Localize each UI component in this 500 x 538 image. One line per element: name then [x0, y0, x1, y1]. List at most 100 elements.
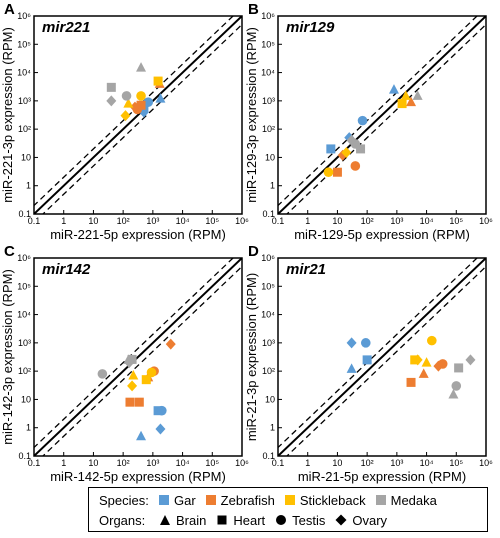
medaka-swatch — [375, 495, 386, 505]
panel-title: mir142 — [42, 261, 91, 278]
y-tick-label: 0.1 — [262, 451, 275, 461]
y-axis-label: miR-129-3p expression (RPM) — [244, 27, 259, 203]
data-point-gar-brain — [136, 430, 147, 441]
y-tick-label: 10 — [265, 394, 275, 404]
data-point-gar-testis — [143, 97, 154, 107]
x-tick-label: 10³ — [390, 458, 403, 468]
y-tick-label: 10⁶ — [17, 253, 31, 263]
y-tick-label: 10⁴ — [17, 310, 31, 320]
y-tick-label: 10³ — [18, 338, 31, 348]
y-tick-label: 10⁵ — [261, 39, 275, 49]
data-point-gar-ovary — [155, 423, 166, 435]
panel-letter: D — [248, 243, 259, 260]
panel-C: 0.10.1 1 1 10 10 10² 10² 10³ 10³ 10⁴ 10⁴ 10⁵ 10⁵ 10⁶ 1… — [0, 243, 249, 484]
data-point-gar-ovary — [346, 337, 357, 349]
y-tick-label: 1 — [270, 423, 275, 433]
legend-item-heart: Heart — [216, 513, 265, 528]
data-point-zebrafish-ovary — [129, 101, 140, 113]
legend-label-zebrafish: Zebrafish — [220, 492, 275, 508]
fold-change-line — [286, 23, 486, 214]
y-tick-label: 1 — [270, 181, 275, 191]
y-tick-label: 0.1 — [262, 209, 275, 219]
x-tick-label: 0.1 — [28, 216, 41, 226]
legend-item-gar: Gar — [159, 493, 196, 508]
y-tick-label: 0.1 — [18, 451, 31, 461]
x-tick-label: 10³ — [146, 458, 159, 468]
legend-label-medaka: Medaka — [390, 492, 437, 508]
x-tick-label: 10⁶ — [235, 458, 249, 468]
square-icon — [217, 515, 227, 525]
fold-change-line — [34, 258, 234, 449]
legend-item-ovary: Ovary — [335, 513, 387, 528]
y-tick-label: 1 — [26, 423, 31, 433]
x-tick-label: 10⁴ — [176, 216, 190, 226]
legend-label-heart: Heart — [233, 512, 266, 528]
fold-change-line — [42, 23, 242, 214]
x-axis-label: miR-129-5p expression (RPM) — [294, 227, 470, 242]
data-point-gar-testis — [360, 338, 371, 348]
y-tick-label: 0.1 — [18, 209, 31, 219]
data-point-medaka-ovary — [346, 134, 357, 146]
legend-label-stickleback: Stickleback — [299, 492, 366, 508]
y-tick-label: 10⁶ — [17, 11, 31, 21]
circle-icon — [276, 515, 287, 525]
x-tick-label: 10⁴ — [176, 458, 190, 468]
stickleback-swatch — [284, 495, 295, 505]
data-point-medaka-brain — [448, 388, 459, 399]
data-point-stickleback-testis — [136, 91, 146, 101]
x-tick-label: 10⁶ — [479, 458, 493, 468]
legend-organs-title: Organs: — [99, 512, 146, 528]
panel-title: mir21 — [286, 261, 326, 278]
x-tick-label: 10⁶ — [479, 216, 493, 226]
panel-title: mir221 — [42, 19, 90, 36]
identity-line — [34, 16, 242, 214]
legend-item-brain: Brain — [159, 513, 206, 528]
x-tick-label: 10 — [88, 216, 98, 226]
y-tick-label: 10⁵ — [261, 281, 275, 291]
triangle-icon — [160, 515, 170, 525]
x-tick-label: 10³ — [146, 216, 159, 226]
data-point-zebrafish-heart — [136, 100, 146, 110]
y-tick-label: 10² — [18, 124, 31, 134]
data-point-stickleback-heart — [397, 99, 407, 109]
x-axis-label: miR-142-5p expression (RPM) — [50, 469, 226, 484]
x-tick-label: 10² — [117, 458, 130, 468]
legend-item-stickleback: Stickleback — [284, 492, 366, 508]
y-axis-label: miR-21-3p expression (RPM) — [244, 273, 259, 441]
data-point-medaka-testis — [121, 91, 132, 101]
legend-label-gar: Gar — [174, 492, 196, 508]
y-axis-label: miR-221-3p expression (RPM) — [0, 27, 15, 203]
x-tick-label: 10⁶ — [235, 216, 249, 226]
data-point-zebrafish-brain — [406, 96, 417, 107]
data-point-stickleback-brain — [421, 357, 432, 367]
y-tick-label: 10² — [18, 366, 31, 376]
y-tick-label: 10⁶ — [261, 11, 275, 21]
y-tick-label: 10⁴ — [17, 68, 31, 78]
panel-letter: A — [4, 1, 15, 18]
x-tick-label: 10⁵ — [449, 216, 463, 226]
x-tick-label: 10⁴ — [420, 216, 434, 226]
y-tick-label: 10⁴ — [261, 310, 275, 320]
data-points — [97, 338, 176, 441]
x-tick-label: 0.1 — [272, 458, 285, 468]
panel-letter: B — [248, 1, 259, 18]
data-point-stickleback-ovary — [127, 380, 138, 392]
legend-item-medaka: Medaka — [375, 492, 437, 508]
y-tick-label: 10⁴ — [261, 68, 275, 78]
panel-letter: C — [4, 243, 15, 260]
data-point-stickleback-ovary — [120, 110, 131, 122]
fold-change-line — [42, 265, 242, 456]
y-tick-label: 10 — [265, 152, 275, 162]
y-axis-label: miR-142-3p expression (RPM) — [0, 269, 15, 445]
data-point-stickleback-ovary — [412, 354, 423, 366]
data-point-medaka-ovary — [465, 354, 476, 366]
y-tick-label: 10⁶ — [261, 253, 275, 263]
x-axis-label: miR-221-5p expression (RPM) — [50, 227, 226, 242]
data-point-zebrafish-heart — [125, 397, 135, 407]
data-point-gar-brain — [388, 84, 399, 94]
data-point-zebrafish-testis — [350, 161, 361, 171]
y-tick-label: 10³ — [18, 96, 31, 106]
data-point-gar-heart — [326, 144, 336, 154]
reference-lines — [34, 258, 242, 456]
plot-frame — [33, 257, 243, 457]
